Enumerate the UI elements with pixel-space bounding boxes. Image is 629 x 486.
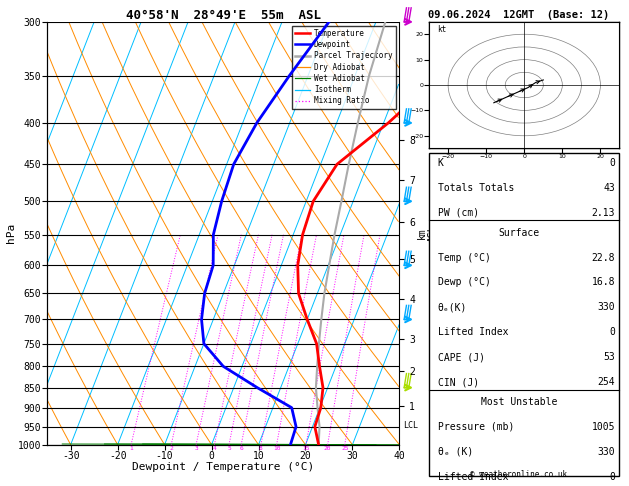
Text: 3: 3: [194, 447, 198, 451]
Text: K: K: [438, 158, 443, 168]
Text: 15: 15: [303, 447, 310, 451]
Text: CIN (J): CIN (J): [438, 377, 479, 387]
Text: Pressure (mb): Pressure (mb): [438, 422, 514, 432]
Legend: Temperature, Dewpoint, Parcel Trajectory, Dry Adiobat, Wet Adiobat, Isotherm, Mi: Temperature, Dewpoint, Parcel Trajectory…: [292, 26, 396, 108]
Y-axis label: km
ASL: km ASL: [416, 225, 438, 242]
Text: 6: 6: [240, 447, 243, 451]
Bar: [429, 153, 620, 476]
Y-axis label: hPa: hPa: [6, 223, 16, 243]
Text: 8: 8: [259, 447, 263, 451]
Text: 330: 330: [598, 447, 615, 457]
Text: 330: 330: [598, 302, 615, 312]
Text: CAPE (J): CAPE (J): [438, 352, 485, 362]
Text: kt: kt: [437, 25, 446, 34]
Text: Totals Totals: Totals Totals: [438, 183, 514, 193]
Text: © weatheronline.co.uk: © weatheronline.co.uk: [470, 470, 567, 479]
Text: Dewp (°C): Dewp (°C): [438, 278, 491, 288]
Text: 16.8: 16.8: [592, 278, 615, 288]
Text: 22.8: 22.8: [592, 253, 615, 262]
Text: 5: 5: [227, 447, 231, 451]
Text: 25: 25: [341, 447, 348, 451]
Text: Temp (°C): Temp (°C): [438, 253, 491, 262]
X-axis label: Dewpoint / Temperature (°C): Dewpoint / Temperature (°C): [132, 462, 314, 472]
Text: 53: 53: [603, 352, 615, 362]
Text: LCL: LCL: [403, 421, 418, 430]
Text: PW (cm): PW (cm): [438, 208, 479, 218]
Text: Lifted Index: Lifted Index: [438, 327, 508, 337]
Text: 2.13: 2.13: [592, 208, 615, 218]
Text: 20: 20: [324, 447, 331, 451]
Text: Surface: Surface: [498, 228, 540, 238]
Text: θₑ (K): θₑ (K): [438, 447, 473, 457]
Text: 10: 10: [273, 447, 281, 451]
Text: θₑ(K): θₑ(K): [438, 302, 467, 312]
Text: Lifted Index: Lifted Index: [438, 471, 508, 482]
Text: Most Unstable: Most Unstable: [481, 397, 557, 407]
Text: Mixing Ratio (g/kg): Mixing Ratio (g/kg): [451, 177, 461, 289]
Text: 1: 1: [129, 447, 133, 451]
Text: 0: 0: [610, 471, 615, 482]
Text: 09.06.2024  12GMT  (Base: 12): 09.06.2024 12GMT (Base: 12): [428, 10, 610, 19]
Text: 4: 4: [213, 447, 216, 451]
Text: 0: 0: [610, 327, 615, 337]
Text: 2: 2: [169, 447, 173, 451]
Text: 1005: 1005: [592, 422, 615, 432]
Text: 254: 254: [598, 377, 615, 387]
Text: 0: 0: [610, 158, 615, 168]
Title: 40°58'N  28°49'E  55m  ASL: 40°58'N 28°49'E 55m ASL: [126, 9, 321, 22]
Text: 43: 43: [603, 183, 615, 193]
